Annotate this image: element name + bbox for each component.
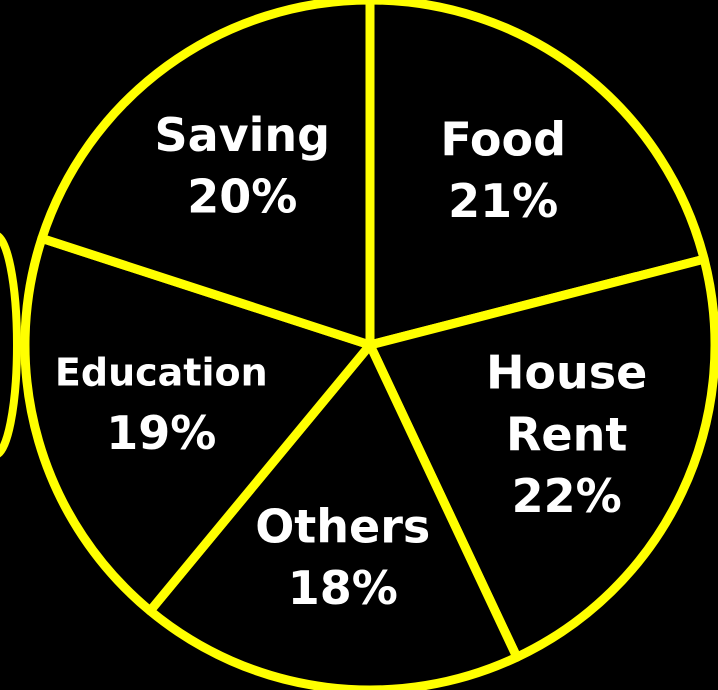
slice-label: Food: [440, 112, 566, 166]
slice-value-label: 20%: [187, 170, 297, 224]
slice-value-label: 19%: [106, 406, 216, 460]
slice-label: Others: [255, 499, 430, 553]
slice-value-label: 22%: [512, 469, 622, 523]
pie-slice: [37, 0, 375, 350]
slice-label: House Rent: [486, 345, 647, 461]
slice-value-label: 21%: [448, 174, 558, 228]
pie-slice: [365, 254, 718, 662]
pie-slice: [365, 0, 709, 350]
pie-slice: [20, 233, 375, 616]
slice-value-label: 18%: [288, 561, 398, 615]
neighbor-shape: [0, 232, 21, 458]
slice-label: Education: [55, 350, 268, 394]
pie-slice: [145, 340, 522, 690]
slice-label: Saving: [154, 108, 330, 162]
